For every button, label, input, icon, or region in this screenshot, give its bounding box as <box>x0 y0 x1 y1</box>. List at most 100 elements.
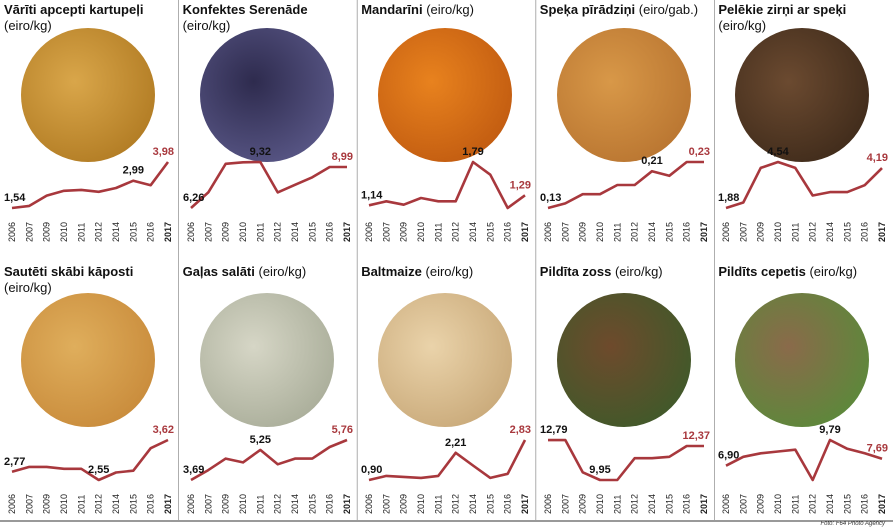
x-tick-label: 2012 <box>272 222 282 242</box>
x-tick-label: 2012 <box>629 222 639 242</box>
chart-panel: 2006 2007 2009 2010 2011 2012 2014 2015 2016 2017… <box>0 262 176 522</box>
x-tick-label: 2017 <box>877 494 887 514</box>
value-label: 3,62 <box>153 424 174 436</box>
price-line <box>368 160 526 210</box>
x-tick-label: 2014 <box>468 494 478 514</box>
x-tick-label: 2016 <box>324 494 334 514</box>
x-tick-label: 2011 <box>76 223 86 242</box>
x-tick-label: 2012 <box>629 494 639 514</box>
chart-title: Pildīta zoss <box>539 264 612 279</box>
price-line <box>725 438 883 482</box>
x-tick-label: 2015 <box>664 222 674 242</box>
chart: 2006 2007 2009 2010 2011 2012 2014 2015 2016 2017… <box>540 28 710 242</box>
value-label: 2,21 <box>445 437 466 449</box>
x-tick-label: 2015 <box>307 222 317 242</box>
photo-credit: Foto: F64 Photo Agency <box>820 521 885 527</box>
chart-panel: 2006 2007 2009 2010 2011 2012 2014 2015 2016 2017… <box>357 0 533 260</box>
chart-panel: 2006 2007 2009 2010 2011 2012 2014 2015 2016 2017… <box>357 262 533 522</box>
chart: 2006 2007 2009 2010 2011 2012 2014 2015 2016 2017… <box>361 28 531 242</box>
x-tick-label: 2011 <box>76 495 86 514</box>
x-tick-label: 2007 <box>203 494 213 514</box>
chart-header: Pildīta zoss (eiro/kg) <box>540 264 710 280</box>
x-tick-label: 2016 <box>860 222 870 242</box>
chart-panel: 2006 2007 2009 2010 2011 2012 2014 2015 2016 2017… <box>714 262 890 522</box>
x-tick-label: 2012 <box>808 494 818 514</box>
x-tick-label: 2015 <box>128 494 138 514</box>
value-label: 0,90 <box>361 464 382 476</box>
x-tick-label: 2011 <box>791 495 801 514</box>
food-photo <box>735 28 870 162</box>
chart-header: Pildīts cepetis (eiro/kg) <box>718 264 888 280</box>
x-tick-label: 2006 <box>7 222 17 242</box>
value-label: 9,79 <box>820 424 841 436</box>
x-tick-label: 2017 <box>163 494 173 514</box>
chart-unit: (eiro/kg) <box>614 264 663 279</box>
chart-unit: (eiro/kg) <box>258 264 307 279</box>
price-line <box>11 438 169 482</box>
x-tick-label: 2014 <box>111 494 121 514</box>
price-line <box>11 161 170 210</box>
x-tick-label: 2012 <box>451 494 461 514</box>
x-tick-label: 2017 <box>520 494 530 514</box>
price-line <box>725 160 884 210</box>
price-line <box>368 439 527 482</box>
x-tick-label: 2007 <box>739 222 749 242</box>
chart-unit: (eiro/kg) <box>425 264 474 279</box>
x-tick-label: 2007 <box>203 222 213 242</box>
x-tick-label: 2012 <box>272 494 282 514</box>
x-tick-label: 2015 <box>307 494 317 514</box>
x-tick-label: 2006 <box>186 494 196 514</box>
food-photo <box>21 293 155 427</box>
value-label: 5,25 <box>249 434 270 446</box>
value-label: 1,79 <box>462 146 483 158</box>
x-tick-label: 2016 <box>681 494 691 514</box>
x-tick-label: 2009 <box>399 494 409 514</box>
x-tick-label: 2010 <box>595 222 605 242</box>
x-tick-label: 2009 <box>577 222 587 242</box>
value-label: 12,37 <box>682 430 710 442</box>
price-line <box>189 438 348 482</box>
x-tick-label: 2007 <box>739 494 749 514</box>
x-tick-label: 2016 <box>146 222 156 242</box>
x-tick-label: 2014 <box>290 494 300 514</box>
food-photo <box>199 28 334 162</box>
value-label: 1,88 <box>718 192 739 204</box>
x-tick-label: 2016 <box>860 494 870 514</box>
x-tick-label: 2014 <box>647 222 657 242</box>
x-tick-label: 2006 <box>364 494 374 514</box>
chart-unit: (eiro/gab.) <box>638 2 699 17</box>
x-tick-label: 2016 <box>503 222 513 242</box>
x-tick-label: 2011 <box>791 223 801 242</box>
chart-title: Mandarīni <box>361 2 423 17</box>
food-photo <box>199 293 334 427</box>
x-tick-label: 2009 <box>756 222 766 242</box>
x-tick-label: 2014 <box>647 494 657 514</box>
value-label: 5,76 <box>331 424 352 436</box>
chart-header: Mandarīni (eiro/kg) <box>361 2 531 18</box>
x-tick-label: 2012 <box>808 222 818 242</box>
value-label: 2,77 <box>4 456 25 468</box>
x-tick-label: 2015 <box>664 494 674 514</box>
x-tick-label: 2016 <box>146 494 156 514</box>
price-line <box>547 160 704 210</box>
x-tick-label: 2016 <box>681 222 691 242</box>
x-tick-label: 2015 <box>486 222 496 242</box>
chart-header: Vārīti apcepti kartupeļi (eiro/kg) <box>4 2 174 34</box>
x-tick-label: 2010 <box>238 222 248 242</box>
x-tick-label: 2009 <box>399 222 409 242</box>
value-label: 1,54 <box>4 192 26 204</box>
chart: 2006 2007 2009 2010 2011 2012 2014 2015 2016 2017… <box>183 28 353 242</box>
chart-title: Speķa pīrādziņi <box>539 2 636 17</box>
x-tick-label: 2007 <box>382 494 392 514</box>
x-tick-label: 2017 <box>699 222 709 242</box>
chart-unit: (eiro/kg) <box>809 264 858 279</box>
x-tick-label: 2010 <box>773 494 783 514</box>
chart-unit: (eiro/kg) <box>4 280 52 295</box>
chart: 2006 2007 2009 2010 2011 2012 2014 2015 2016 2017… <box>540 293 710 514</box>
value-label: 6,26 <box>183 192 204 204</box>
x-tick-label: 2017 <box>163 222 173 242</box>
x-tick-label: 2006 <box>543 222 553 242</box>
chart-title: Pelēkie zirņi ar speķi <box>718 2 847 17</box>
x-tick-label: 2010 <box>595 494 605 514</box>
x-tick-label: 2017 <box>342 222 352 242</box>
